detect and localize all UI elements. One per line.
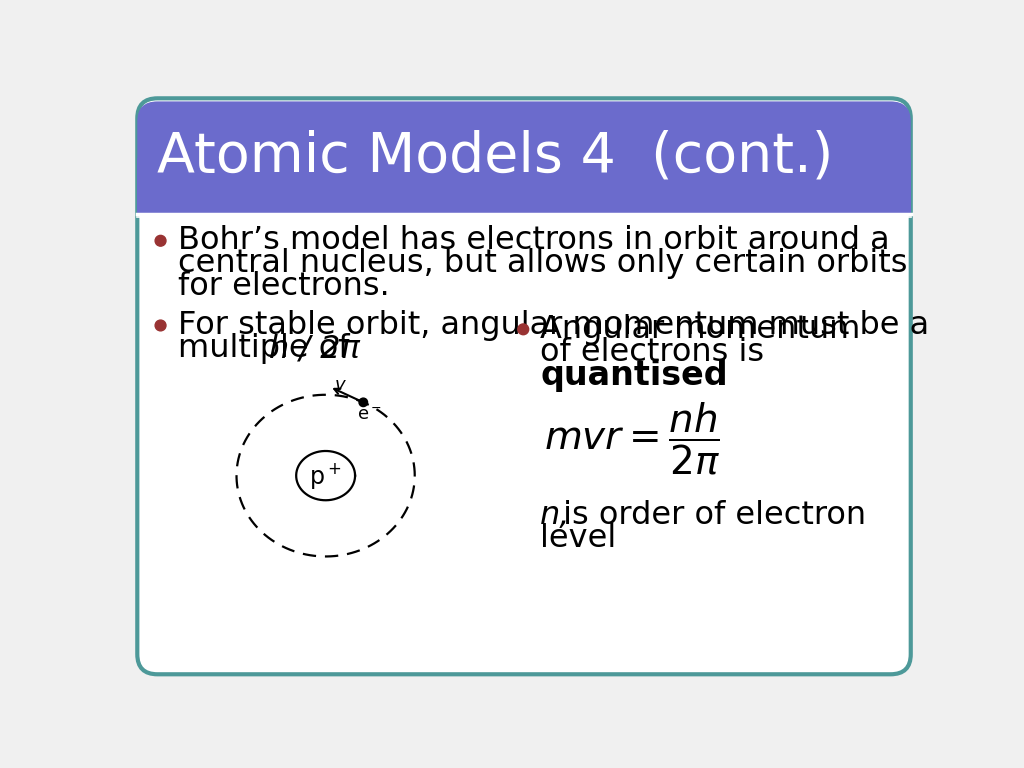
Text: Bohr’s model has electrons in orbit around a: Bohr’s model has electrons in orbit arou… xyxy=(177,225,889,257)
Text: central nucleus, but allows only certain orbits: central nucleus, but allows only certain… xyxy=(177,248,907,280)
Text: Angular momentum: Angular momentum xyxy=(541,314,861,345)
Circle shape xyxy=(518,324,528,335)
Text: level: level xyxy=(541,523,616,554)
Text: is order of electron: is order of electron xyxy=(554,500,866,531)
Text: multiple of: multiple of xyxy=(177,333,359,364)
Bar xyxy=(137,158,910,215)
FancyBboxPatch shape xyxy=(137,101,910,215)
Text: h / 2π: h / 2π xyxy=(269,333,359,364)
Text: e$^-$: e$^-$ xyxy=(357,406,382,424)
FancyBboxPatch shape xyxy=(137,98,910,674)
Circle shape xyxy=(155,235,166,247)
Text: for electrons.: for electrons. xyxy=(177,271,389,303)
Text: Atomic Models 4  (cont.): Atomic Models 4 (cont.) xyxy=(158,129,834,183)
Text: n,: n, xyxy=(541,500,570,531)
Text: For stable orbit, angular momentum must be a: For stable orbit, angular momentum must … xyxy=(177,310,929,341)
Text: quantised: quantised xyxy=(541,359,728,392)
Text: p$^+$: p$^+$ xyxy=(309,461,342,491)
Text: of electrons is: of electrons is xyxy=(541,337,765,368)
Text: $mvr = \dfrac{nh}{2\pi}$: $mvr = \dfrac{nh}{2\pi}$ xyxy=(544,401,720,477)
Circle shape xyxy=(155,320,166,331)
Circle shape xyxy=(359,398,368,406)
Text: v: v xyxy=(334,376,345,394)
